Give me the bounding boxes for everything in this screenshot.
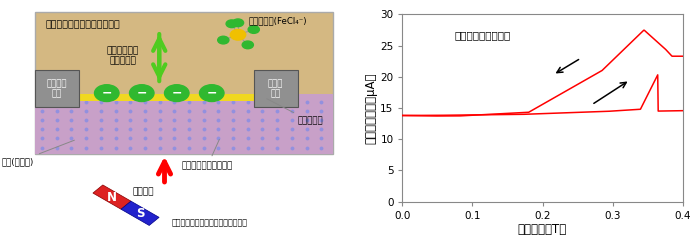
- X-axis label: 印加磁場（T）: 印加磁場（T）: [518, 223, 567, 236]
- Circle shape: [164, 85, 189, 102]
- Text: ドレイン: ドレイン: [47, 79, 67, 89]
- Text: 電気二重層: 電気二重層: [267, 99, 323, 126]
- Text: S: S: [136, 207, 144, 220]
- Bar: [253, 70, 298, 107]
- Circle shape: [242, 41, 253, 49]
- Circle shape: [248, 26, 260, 33]
- Text: ソース: ソース: [268, 79, 284, 89]
- Text: 電極: 電極: [52, 89, 62, 98]
- Text: −: −: [136, 87, 147, 100]
- Text: 磁場スイープの向き: 磁場スイープの向き: [455, 30, 511, 40]
- Circle shape: [232, 19, 244, 27]
- Bar: [35, 94, 332, 154]
- Bar: [35, 70, 78, 107]
- Text: 外部磁場: 外部磁場: [133, 188, 154, 197]
- Text: −: −: [102, 87, 112, 100]
- Circle shape: [218, 36, 229, 44]
- FancyBboxPatch shape: [35, 12, 332, 154]
- Text: −: −: [172, 87, 182, 100]
- Text: −: −: [206, 87, 217, 100]
- Circle shape: [226, 20, 237, 28]
- Circle shape: [230, 30, 246, 40]
- Polygon shape: [121, 201, 159, 225]
- Circle shape: [94, 85, 119, 102]
- Polygon shape: [93, 185, 131, 209]
- Circle shape: [199, 85, 224, 102]
- Bar: [77, 94, 262, 101]
- Text: N: N: [107, 191, 117, 204]
- Text: イオン輸送: イオン輸送: [109, 57, 136, 66]
- Circle shape: [130, 85, 154, 102]
- Text: 磁性イオンを含む液体電解質: 磁性イオンを含む液体電解質: [46, 20, 120, 29]
- Text: 外部磁場源（永久磁石、電磁石等）: 外部磁場源（永久磁石、電磁石等）: [172, 219, 248, 228]
- Text: 電極: 電極: [270, 89, 281, 98]
- Y-axis label: ドレイン電流（μA）: ドレイン電流（μA）: [365, 72, 377, 144]
- Text: 磁性イオン(FeCl₄⁻): 磁性イオン(FeCl₄⁻): [248, 16, 307, 25]
- Text: 正孔(ホール): 正孔(ホール): [1, 140, 74, 167]
- Text: 磁気力による: 磁気力による: [106, 46, 139, 55]
- Text: 水素終端ダイヤモンド: 水素終端ダイヤモンド: [182, 139, 233, 170]
